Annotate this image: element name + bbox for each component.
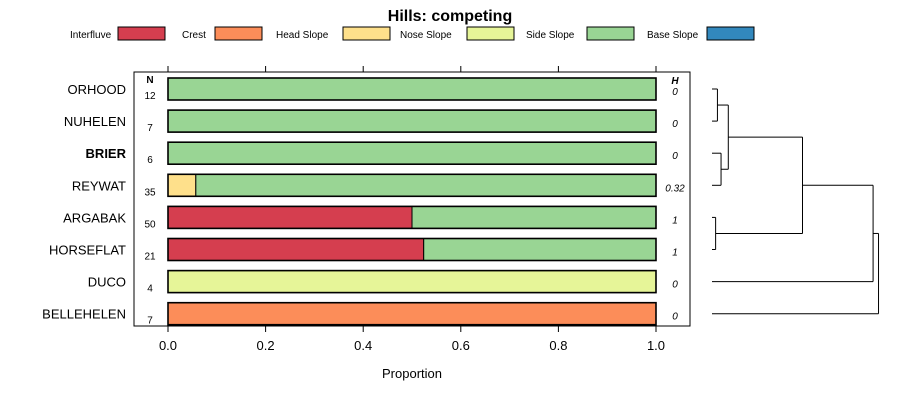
legend-label-5: Base Slope: [647, 30, 699, 41]
bar-outline-reywat: [167, 173, 657, 198]
n-value-argabak: 50: [144, 219, 156, 230]
plot-frame: [133, 71, 691, 327]
x-tick-label-2: 0.4: [354, 338, 372, 353]
bar-outline-argabak: [167, 205, 657, 230]
bar-outline-duco: [167, 269, 657, 294]
x-tick-label-3: 0.6: [452, 338, 470, 353]
bar-horseflat-interfluve: [167, 238, 425, 261]
legend-swatch-3: [466, 26, 515, 41]
h-value-argabak: 1: [672, 215, 678, 226]
h-value-reywat: 0.32: [665, 183, 685, 194]
legend-swatch-0: [117, 26, 166, 41]
legend-label-1: Crest: [182, 30, 206, 41]
h-value-nuhelen: 0: [672, 119, 678, 130]
n-column-header: N: [146, 75, 153, 86]
x-axis-title: Proportion: [382, 366, 442, 381]
row-label-nuhelen: NUHELEN: [64, 114, 126, 129]
row-label-bellehelen: BELLEHELEN: [42, 307, 126, 322]
bar-reywat-side-slope: [195, 173, 657, 197]
bar-brier-side-slope: [167, 141, 657, 165]
x-tick-label-1: 0.2: [257, 338, 275, 353]
n-value-reywat: 35: [144, 187, 156, 198]
row-label-duco: DUCO: [88, 275, 126, 290]
bar-horseflat-side-slope: [423, 238, 657, 261]
h-column-header: H: [671, 76, 679, 87]
legend-label-4: Side Slope: [526, 30, 575, 41]
x-tick-label-5: 1.0: [647, 338, 665, 353]
bar-outline-nuhelen: [167, 109, 657, 133]
legend-swatch-5: [706, 26, 755, 41]
n-value-bellehelen: 7: [147, 316, 153, 327]
h-value-duco: 0: [672, 280, 678, 291]
n-value-nuhelen: 7: [147, 123, 153, 134]
bar-bellehelen-crest: [167, 302, 657, 326]
x-tick-label-0: 0.0: [159, 338, 177, 353]
row-label-reywat: REYWAT: [72, 178, 126, 193]
row-label-argabak: ARGABAK: [63, 210, 126, 225]
legend-label-3: Nose Slope: [400, 30, 452, 41]
bar-orhood-side-slope: [167, 77, 657, 101]
h-value-brier: 0: [672, 151, 678, 162]
legend-label-0: Interfluve: [70, 30, 112, 41]
n-value-orhood: 12: [144, 91, 156, 102]
bar-argabak-side-slope: [411, 205, 657, 229]
chart-title: Hills: competing: [388, 8, 512, 25]
legend-swatch-2: [342, 26, 391, 41]
row-label-horseflat: HORSEFLAT: [49, 243, 126, 258]
h-value-orhood: 0: [672, 87, 678, 98]
bar-outline-bellehelen: [167, 301, 657, 326]
n-value-duco: 4: [147, 284, 153, 295]
legend-label-2: Head Slope: [276, 30, 329, 41]
bar-outline-brier: [167, 141, 657, 165]
bar-outline-horseflat: [167, 237, 657, 262]
n-value-brier: 6: [147, 155, 153, 166]
h-value-bellehelen: 0: [672, 312, 678, 323]
bar-nuhelen-side-slope: [167, 109, 657, 133]
h-value-horseflat: 1: [672, 248, 678, 259]
n-value-horseflat: 21: [144, 252, 156, 263]
bar-reywat-head-slope: [167, 173, 197, 197]
bar-duco-nose-slope: [167, 270, 657, 294]
bar-argabak-interfluve: [167, 205, 413, 229]
bar-outline-orhood: [167, 77, 657, 101]
row-label-brier: BRIER: [86, 146, 127, 161]
row-label-orhood: ORHOOD: [68, 82, 127, 97]
legend-swatch-1: [214, 26, 263, 41]
legend-swatch-4: [586, 26, 635, 41]
x-tick-label-4: 0.8: [549, 338, 567, 353]
